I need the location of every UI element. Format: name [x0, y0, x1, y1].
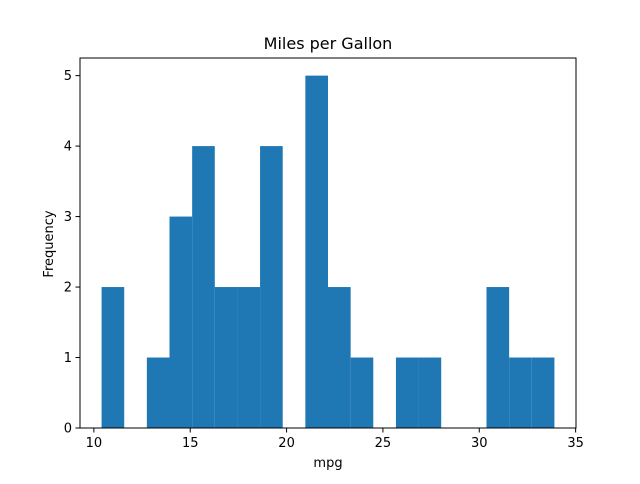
histogram-bar	[237, 287, 261, 428]
histogram-bar	[214, 287, 238, 428]
x-tick-label: 25	[375, 436, 392, 451]
x-tick-label: 20	[278, 436, 295, 451]
histogram-bar	[305, 75, 328, 428]
chart-title: Miles per Gallon	[264, 34, 393, 53]
x-tick-label: 35	[567, 436, 584, 451]
histogram-bar	[509, 357, 532, 428]
x-axis-label: mpg	[313, 456, 342, 471]
y-tick-label: 3	[64, 210, 72, 225]
y-axis-label: Frequency	[42, 210, 57, 277]
histogram-bar	[395, 357, 419, 428]
y-tick-label: 2	[64, 281, 72, 296]
histogram-bar	[260, 146, 283, 428]
y-tick-label: 1	[64, 351, 72, 366]
histogram-bar	[531, 357, 555, 428]
x-tick-label: 30	[471, 436, 488, 451]
y-tick-label: 4	[64, 140, 72, 155]
histogram-bar	[146, 357, 170, 428]
plot-frame	[79, 57, 577, 429]
histogram-bar	[328, 287, 351, 428]
x-tick-label: 15	[182, 436, 199, 451]
y-tick-label: 0	[64, 422, 72, 437]
histogram-bar	[101, 287, 125, 428]
histogram-bar	[169, 216, 193, 428]
y-tick-label: 5	[64, 69, 72, 84]
histogram-bar	[350, 357, 374, 428]
bars-group	[101, 75, 555, 428]
axes-group: 10 15 20 25 30 35 0 1 2 3 4 5	[64, 57, 584, 451]
histogram-bar	[418, 357, 442, 428]
histogram-bar	[486, 287, 510, 428]
x-tick-label: 10	[86, 436, 103, 451]
histogram-bar	[192, 146, 215, 428]
